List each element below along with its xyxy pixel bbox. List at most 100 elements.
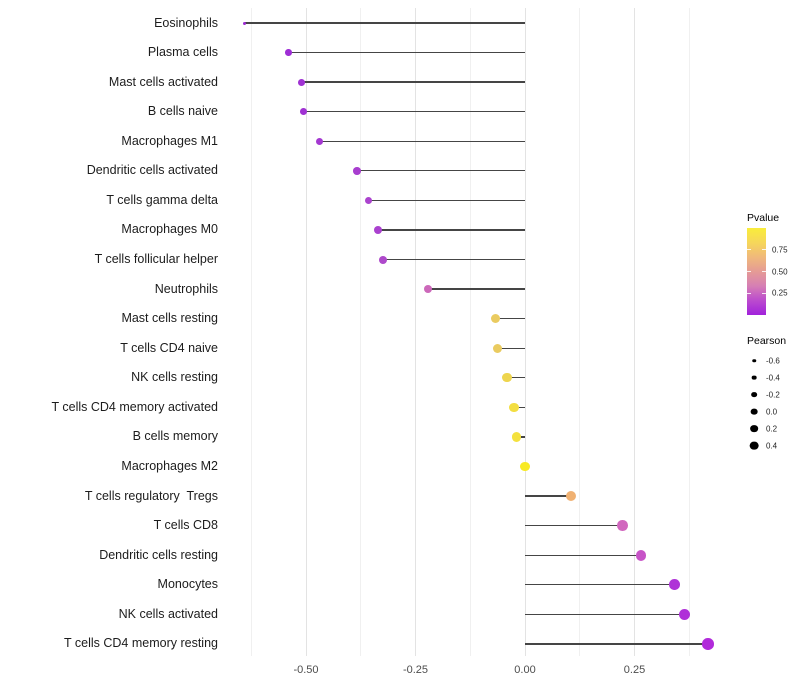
- lollipop-dot: [300, 108, 308, 116]
- pearson-size-dot: [752, 358, 756, 363]
- gridline-minor: [469, 8, 471, 656]
- y-axis-label: Dendritic cells resting: [99, 547, 218, 562]
- gridline-major: [634, 8, 635, 656]
- lollipop-dot: [490, 314, 500, 324]
- y-axis-label: Plasma cells: [147, 45, 218, 60]
- pvalue-bar-tick: [747, 249, 751, 251]
- gridline-minor: [579, 8, 581, 656]
- lollipop-segment: [525, 525, 623, 527]
- y-axis-label: Neutrophils: [154, 281, 218, 296]
- lollipop-dot: [635, 549, 647, 561]
- lollipop-segment: [525, 643, 709, 645]
- lollipop-dot: [364, 196, 373, 205]
- pearson-size-dot: [751, 375, 757, 380]
- lollipop-segment: [357, 170, 525, 172]
- lollipop-segment: [525, 554, 642, 556]
- gridline-major: [524, 8, 526, 656]
- lollipop-segment: [427, 288, 525, 290]
- lollipop-segment: [495, 318, 525, 320]
- gridline-minor: [250, 8, 252, 656]
- lollipop-segment: [525, 584, 675, 586]
- y-axis-label: T cells follicular helper: [94, 252, 218, 267]
- lollipop-dot: [511, 432, 522, 442]
- lollipop-segment: [303, 111, 525, 113]
- lollipop-dot: [565, 491, 576, 502]
- pearson-size-label: 0.4: [766, 441, 778, 450]
- lollipop-segment: [525, 613, 685, 616]
- pvalue-bar-tick: [762, 271, 766, 272]
- lollipop-segment: [244, 22, 525, 24]
- y-axis-label: B cells naive: [147, 104, 218, 119]
- y-axis-label: T cells CD4 memory resting: [64, 636, 218, 651]
- pearson-size-dot: [750, 424, 758, 433]
- pvalue-tick-label: 0.50: [772, 267, 788, 276]
- x-axis-tick-label: 0.25: [623, 664, 646, 676]
- y-axis-label: T cells CD4 naive: [120, 340, 218, 355]
- y-axis-label: Eosinophils: [154, 15, 218, 30]
- lollipop-segment: [301, 81, 525, 83]
- lollipop-segment: [319, 140, 525, 142]
- lollipop-segment: [383, 258, 525, 261]
- pearson-size-label: -0.4: [766, 373, 780, 382]
- y-axis-label: Monocytes: [157, 577, 218, 592]
- lollipop-segment: [507, 377, 525, 379]
- lollipop-dot: [702, 638, 714, 650]
- x-axis-tick-label: 0.00: [514, 664, 536, 676]
- lollipop-dot: [285, 49, 292, 56]
- pearson-size-dot: [749, 441, 759, 450]
- pearson-size-label: -0.2: [766, 390, 780, 399]
- legend-pvalue-title: Pvalue: [747, 212, 780, 224]
- lollipop-segment: [514, 406, 525, 409]
- y-axis-label: Mast cells activated: [108, 74, 218, 89]
- lollipop-segment: [288, 51, 525, 54]
- pearson-size-label: -0.6: [766, 356, 780, 365]
- y-axis-label: Mast cells resting: [121, 311, 218, 326]
- legend-pearson-title: Pearson: [747, 335, 787, 347]
- pvalue-bar-tick: [747, 292, 751, 294]
- lollipop-dot: [509, 402, 519, 413]
- pvalue-tick-label: 0.25: [772, 288, 788, 298]
- pvalue-bar-tick: [747, 271, 751, 272]
- y-axis-label: NK cells activated: [118, 606, 218, 621]
- pvalue-bar-tick: [762, 249, 766, 251]
- pearson-size-label: 0.0: [766, 407, 778, 416]
- lollipop-dot: [315, 137, 323, 145]
- lollipop-segment: [497, 347, 525, 349]
- y-axis-label: Dendritic cells activated: [86, 163, 218, 178]
- lollipop-dot: [679, 608, 691, 620]
- lollipop-dot: [492, 343, 502, 353]
- pvalue-tick-label: 0.75: [772, 245, 788, 255]
- lollipop-segment: [377, 229, 525, 231]
- y-axis-label: Macrophages M1: [121, 133, 218, 148]
- lollipop-dot: [243, 21, 247, 25]
- gridline-minor: [360, 8, 362, 656]
- pvalue-gradient-bar: [747, 228, 766, 315]
- y-axis-label: Macrophages M0: [121, 222, 218, 237]
- lollipop-dot: [353, 167, 362, 175]
- lollipop-dot: [669, 579, 681, 591]
- y-axis-label: T cells gamma delta: [106, 192, 218, 207]
- y-axis-label: T cells CD4 memory activated: [51, 399, 219, 414]
- lollipop-dot: [423, 284, 432, 294]
- lollipop-segment: [368, 199, 525, 202]
- gridline-major: [415, 8, 416, 656]
- pearson-size-dot: [750, 408, 758, 415]
- lollipop-dot: [379, 255, 388, 264]
- pvalue-bar-tick: [762, 292, 766, 294]
- pearson-size-label: 0.2: [766, 424, 778, 433]
- lollipop-dot: [617, 520, 628, 531]
- lollipop-segment: [525, 495, 571, 497]
- gridline-major: [305, 8, 307, 656]
- y-axis-label: NK cells resting: [131, 370, 218, 385]
- y-axis-label: B cells memory: [132, 429, 218, 444]
- gridline-minor: [688, 8, 690, 656]
- lollipop-dot: [520, 461, 530, 472]
- y-axis-label: T cells CD8: [153, 518, 218, 533]
- x-axis-tick-label: -0.50: [293, 664, 319, 676]
- y-axis-label: T cells regulatory Tregs: [84, 488, 218, 503]
- x-axis-tick-label: -0.25: [402, 664, 429, 676]
- lollipop-dot: [502, 373, 512, 383]
- pearson-size-dot: [751, 391, 757, 398]
- lollipop-dot: [373, 225, 382, 234]
